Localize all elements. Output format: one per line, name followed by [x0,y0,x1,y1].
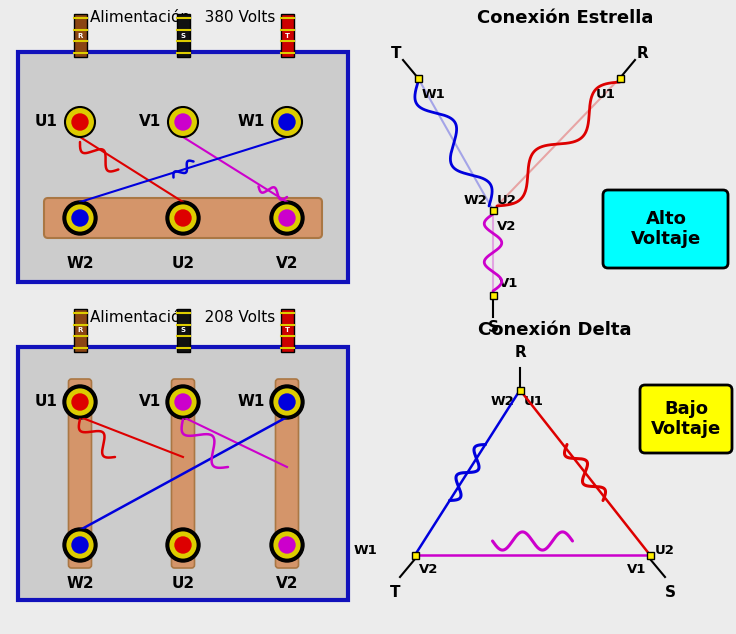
Bar [280,14,294,57]
Circle shape [63,385,97,419]
Text: V1: V1 [139,394,161,410]
Bar [74,309,87,352]
Circle shape [175,537,191,553]
Text: Alto
Voltaje: Alto Voltaje [631,210,701,249]
Circle shape [272,387,302,417]
Bar [280,309,294,352]
Circle shape [279,210,295,226]
Circle shape [63,201,97,235]
FancyBboxPatch shape [171,379,194,568]
Text: U1: U1 [35,394,58,410]
Circle shape [279,114,295,130]
Text: R: R [514,345,526,360]
Text: W2: W2 [66,257,93,271]
Bar [411,552,419,559]
Bar [18,52,348,282]
Circle shape [272,107,302,137]
Text: W1: W1 [353,543,377,557]
FancyBboxPatch shape [275,379,299,568]
Text: V2: V2 [419,563,439,576]
Circle shape [279,394,295,410]
Circle shape [65,203,95,233]
Text: R: R [77,32,82,39]
Circle shape [65,530,95,560]
Circle shape [166,201,200,235]
Text: V1: V1 [499,277,518,290]
Bar [18,347,348,600]
Text: S: S [180,32,185,39]
Circle shape [272,203,302,233]
Circle shape [168,387,198,417]
Text: V2: V2 [497,220,517,233]
Text: U1: U1 [596,88,616,101]
Circle shape [168,107,198,137]
Circle shape [270,528,304,562]
Text: R: R [77,328,82,333]
Bar [489,292,497,299]
Text: V1: V1 [139,115,161,129]
Text: S: S [487,320,498,335]
Text: T: T [285,328,289,333]
Text: U2: U2 [497,194,517,207]
Text: Alimentación   208 Volts: Alimentación 208 Volts [91,311,275,325]
Circle shape [175,210,191,226]
FancyBboxPatch shape [68,379,91,568]
Text: S: S [665,585,676,600]
FancyBboxPatch shape [44,198,322,238]
Circle shape [175,114,191,130]
Circle shape [72,210,88,226]
Text: W1: W1 [422,88,446,101]
Text: T: T [390,585,400,600]
Text: S: S [180,328,185,333]
Text: Bajo
Voltaje: Bajo Voltaje [651,399,721,438]
Text: Conexión Estrella: Conexión Estrella [477,9,653,27]
Bar [646,552,654,559]
Text: Conexión Delta: Conexión Delta [478,321,631,339]
FancyBboxPatch shape [603,190,728,268]
Text: T: T [285,32,289,39]
Circle shape [72,394,88,410]
Circle shape [166,528,200,562]
Text: R: R [636,46,648,61]
Circle shape [65,107,95,137]
Text: W1: W1 [238,394,265,410]
Text: V2: V2 [276,576,298,590]
Bar [489,207,497,214]
Text: U1: U1 [524,395,544,408]
Bar [177,14,189,57]
Bar [177,309,189,352]
Circle shape [168,530,198,560]
Bar [414,75,422,82]
Text: W1: W1 [238,115,265,129]
Bar [617,75,623,82]
Circle shape [279,537,295,553]
Circle shape [270,201,304,235]
Circle shape [72,114,88,130]
Text: Alimentación   380 Volts: Alimentación 380 Volts [91,11,276,25]
Circle shape [168,203,198,233]
Circle shape [63,528,97,562]
Text: U2: U2 [171,576,194,590]
Text: W2: W2 [490,395,514,408]
Text: V1: V1 [626,563,646,576]
Circle shape [175,394,191,410]
Text: W2: W2 [463,194,487,207]
Bar [74,14,87,57]
Text: W2: W2 [66,576,93,590]
Circle shape [270,385,304,419]
Bar [517,387,523,394]
Text: U2: U2 [655,543,675,557]
Text: U1: U1 [35,115,58,129]
Text: T: T [391,46,401,61]
FancyBboxPatch shape [640,385,732,453]
Circle shape [166,385,200,419]
Text: U2: U2 [171,257,194,271]
Text: V2: V2 [276,257,298,271]
Circle shape [72,537,88,553]
Circle shape [65,387,95,417]
Circle shape [272,530,302,560]
